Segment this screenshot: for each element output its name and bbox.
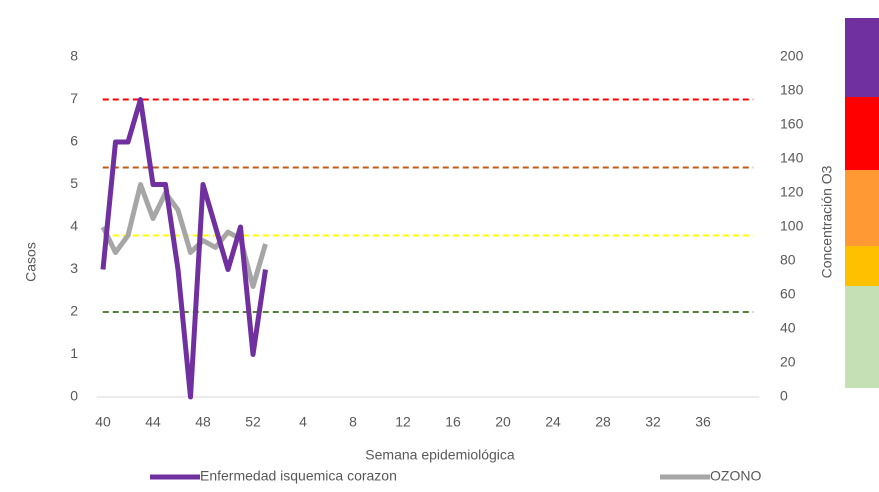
x-tick-label: 48 (195, 414, 211, 430)
x-tick-label: 44 (145, 414, 161, 430)
scale-band (845, 246, 879, 286)
scale-band (845, 170, 879, 246)
x-tick-label: 32 (645, 414, 661, 430)
y-tick-label: 2 (70, 303, 78, 319)
y-tick-label: 3 (70, 260, 78, 276)
y2-tick-label: 200 (780, 48, 804, 64)
x-tick-label: 12 (395, 414, 411, 430)
x-tick-label: 28 (595, 414, 611, 430)
y-tick-label: 6 (70, 133, 78, 149)
y-tick-label: 1 (70, 345, 78, 361)
legend-label: Enfermedad isquemica corazon (200, 468, 397, 484)
x-tick-label: 36 (695, 414, 711, 430)
series-line (100, 97, 268, 400)
y-tick-label: 0 (70, 388, 78, 404)
y-axis-label: Casos (23, 242, 39, 282)
legend-label: OZONO (710, 468, 761, 484)
x-tick-label: 8 (349, 414, 357, 430)
y2-tick-label: 0 (780, 388, 788, 404)
y2-tick-label: 180 (780, 82, 804, 98)
y2-axis-label: Concentración O3 (819, 165, 835, 278)
x-tick-label: 16 (445, 414, 461, 430)
scale-band (845, 97, 879, 170)
y2-tick-label: 20 (780, 354, 796, 370)
x-tick-label: 4 (299, 414, 307, 430)
x-tick-label: 24 (545, 414, 561, 430)
y2-tick-label: 120 (780, 184, 804, 200)
y-tick-label: 4 (70, 218, 78, 234)
y2-tick-label: 100 (780, 218, 804, 234)
y2-tick-label: 140 (780, 150, 804, 166)
scale-band (845, 18, 879, 97)
y2-tick-label: 40 (780, 320, 796, 336)
x-tick-label: 40 (95, 414, 111, 430)
x-axis-label: Semana epidemiológica (365, 447, 515, 463)
y2-tick-label: 80 (780, 252, 796, 268)
y-tick-label: 8 (70, 48, 78, 64)
y2-tick-label: 160 (780, 116, 804, 132)
y-tick-label: 5 (70, 175, 78, 191)
y2-tick-label: 60 (780, 286, 796, 302)
x-tick-label: 52 (245, 414, 261, 430)
scale-band (845, 286, 879, 388)
x-tick-label: 20 (495, 414, 511, 430)
y-tick-label: 7 (70, 90, 78, 106)
